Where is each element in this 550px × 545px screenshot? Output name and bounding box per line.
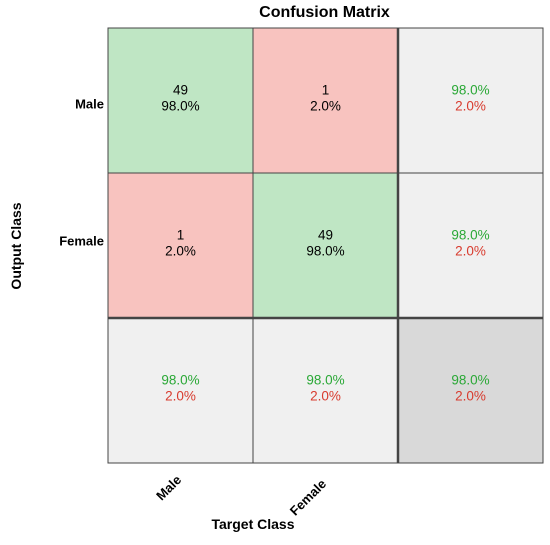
- cell-count-0-1: 1: [322, 83, 330, 98]
- cell-percent-0-1: 2.0%: [310, 99, 341, 114]
- row-summary-cell-1: [397, 172, 544, 319]
- col-summary-cell-1: [252, 317, 399, 464]
- overall-bad: 2.0%: [455, 389, 486, 404]
- overall-good: 98.0%: [451, 373, 489, 388]
- chart-title: Confusion Matrix: [259, 4, 390, 21]
- col-summary-bad-1: 2.0%: [310, 389, 341, 404]
- matrix-cell-1-0: [107, 172, 254, 319]
- row-summary-cell-0: [397, 27, 544, 174]
- row-summary-bad-0: 2.0%: [455, 99, 486, 114]
- row-summary-good-0: 98.0%: [451, 83, 489, 98]
- cell-percent-0-0: 98.0%: [161, 99, 199, 114]
- x-axis-label: Target Class: [211, 516, 295, 532]
- col-summary-cell-0: [107, 317, 254, 464]
- row-summary-good-1: 98.0%: [451, 228, 489, 243]
- row-summary-bad-1: 2.0%: [455, 244, 486, 259]
- matrix-cell-1-1: [252, 172, 399, 319]
- matrix-cell-0-1: [252, 27, 399, 174]
- col-summary-bad-0: 2.0%: [165, 389, 196, 404]
- cell-percent-1-0: 2.0%: [165, 244, 196, 259]
- cell-count-0-0: 49: [173, 83, 188, 98]
- row-label-male: Male: [75, 96, 104, 112]
- overall-summary-cell: [397, 317, 544, 464]
- row-label-female: Female: [59, 233, 104, 249]
- col-summary-good-0: 98.0%: [161, 373, 199, 388]
- col-summary-good-1: 98.0%: [306, 373, 344, 388]
- cell-count-1-0: 1: [177, 228, 185, 243]
- cell-percent-1-1: 98.0%: [306, 244, 344, 259]
- cell-count-1-1: 49: [318, 228, 333, 243]
